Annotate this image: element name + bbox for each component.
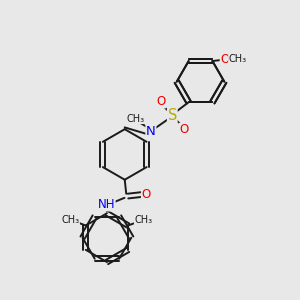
Text: CH₃: CH₃ <box>126 114 145 124</box>
Text: NH: NH <box>98 198 115 211</box>
Text: CH₃: CH₃ <box>61 215 80 225</box>
Text: O: O <box>179 123 188 136</box>
Text: N: N <box>146 124 156 138</box>
Text: CH₃: CH₃ <box>134 215 152 225</box>
Text: O: O <box>142 188 151 201</box>
Text: O: O <box>220 53 230 66</box>
Text: S: S <box>168 108 177 123</box>
Text: CH₃: CH₃ <box>229 54 247 64</box>
Text: O: O <box>156 95 166 108</box>
